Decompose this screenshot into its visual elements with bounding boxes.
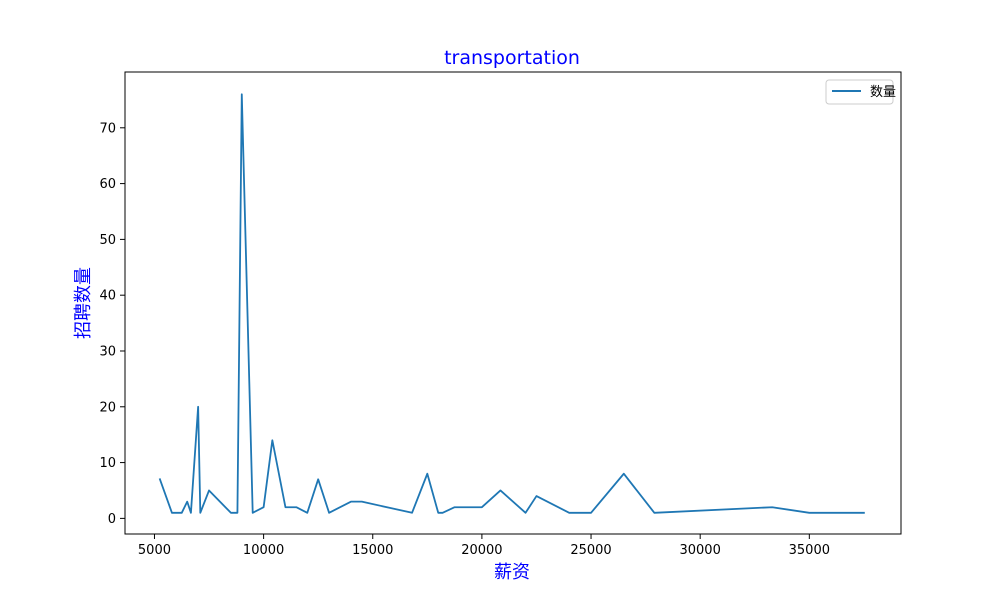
plot-area: [124, 71, 902, 535]
y-tick-label: 10: [99, 456, 116, 471]
legend-label: 数量: [870, 85, 896, 100]
y-axis: 0 10 20 30 40 50 60 70: [99, 121, 125, 527]
series-line: [158, 93, 865, 514]
x-tick-label: 10000: [243, 543, 284, 558]
y-tick-label: 40: [99, 289, 116, 304]
x-axis-label: 薪资: [494, 562, 530, 583]
y-tick-label: 60: [99, 177, 116, 192]
x-axis: 5000 10000 15000 20000 25000 30000 35000: [138, 534, 830, 558]
plot-frame: [124, 71, 902, 535]
y-tick-label: 50: [99, 233, 116, 248]
y-axis-label: 招聘数量: [73, 267, 94, 339]
y-tick-label: 20: [99, 400, 116, 415]
legend: 数量: [825, 79, 896, 105]
x-tick-label: 30000: [679, 543, 720, 558]
y-tick-label: 30: [99, 344, 116, 359]
x-tick-label: 5000: [138, 543, 171, 558]
y-tick-label: 0: [108, 512, 116, 527]
series-layer: [158, 93, 865, 514]
x-tick-label: 15000: [352, 543, 393, 558]
x-tick-label: 25000: [570, 543, 611, 558]
chart-title: transportation: [444, 47, 580, 69]
x-tick-label: 35000: [789, 543, 830, 558]
x-tick-label: 20000: [461, 543, 502, 558]
y-tick-label: 70: [99, 121, 116, 136]
